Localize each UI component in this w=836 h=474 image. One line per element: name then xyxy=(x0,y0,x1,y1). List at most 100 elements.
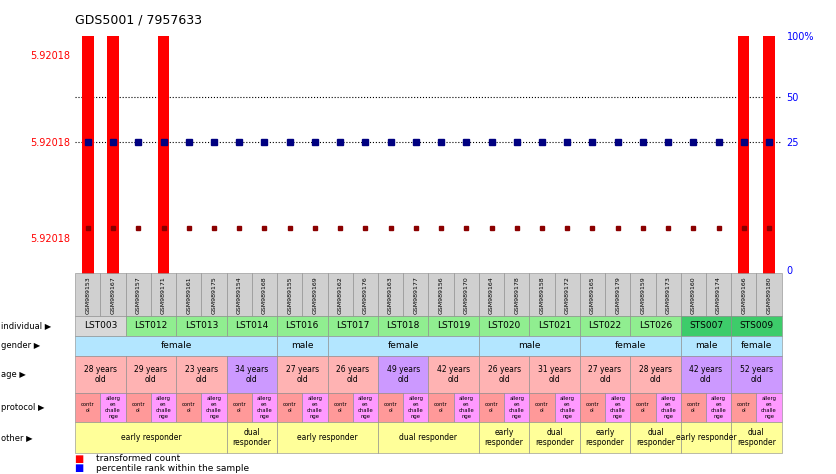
Text: GSM989175: GSM989175 xyxy=(212,276,217,314)
Text: allerg
en
challe
nge: allerg en challe nge xyxy=(761,396,777,419)
Text: 29 years
old: 29 years old xyxy=(135,365,167,384)
Text: female: female xyxy=(741,341,772,350)
Text: allerg
en
challe
nge: allerg en challe nge xyxy=(155,396,171,419)
Text: GSM989174: GSM989174 xyxy=(716,276,721,314)
Text: dual responder: dual responder xyxy=(400,433,457,442)
Text: LST017: LST017 xyxy=(336,321,370,330)
Text: GSM989154: GSM989154 xyxy=(237,276,242,314)
Text: dual
responder: dual responder xyxy=(535,428,574,447)
Bar xyxy=(158,36,169,282)
Text: allerg
en
challe
nge: allerg en challe nge xyxy=(660,396,676,419)
Text: female: female xyxy=(161,341,191,350)
Text: GSM989161: GSM989161 xyxy=(186,276,191,314)
Text: LST018: LST018 xyxy=(386,321,420,330)
Text: GSM989168: GSM989168 xyxy=(262,276,267,314)
Text: LST014: LST014 xyxy=(235,321,268,330)
Text: 31 years
old: 31 years old xyxy=(538,365,571,384)
Text: transformed count: transformed count xyxy=(96,454,181,463)
Text: 52 years
old: 52 years old xyxy=(740,365,773,384)
Text: 42 years
old: 42 years old xyxy=(437,365,470,384)
Text: LST022: LST022 xyxy=(589,321,622,330)
Text: contr
ol: contr ol xyxy=(232,402,246,413)
Text: contr
ol: contr ol xyxy=(131,402,145,413)
Text: contr
ol: contr ol xyxy=(334,402,347,413)
Text: percentile rank within the sample: percentile rank within the sample xyxy=(96,464,249,473)
Text: GSM989176: GSM989176 xyxy=(363,276,368,314)
Text: GSM989164: GSM989164 xyxy=(489,276,494,314)
Text: contr
ol: contr ol xyxy=(81,402,94,413)
Text: early
responder: early responder xyxy=(585,428,624,447)
Text: allerg
en
challe
nge: allerg en challe nge xyxy=(206,396,222,419)
Text: GSM989166: GSM989166 xyxy=(742,276,747,314)
Text: GSM989158: GSM989158 xyxy=(539,276,544,314)
Text: 49 years
old: 49 years old xyxy=(386,365,420,384)
Text: allerg
en
challe
nge: allerg en challe nge xyxy=(408,396,424,419)
Text: early
responder: early responder xyxy=(485,428,523,447)
Text: contr
ol: contr ol xyxy=(434,402,448,413)
Text: dual
responder: dual responder xyxy=(636,428,675,447)
Text: LST026: LST026 xyxy=(639,321,672,330)
Text: contr
ol: contr ol xyxy=(182,402,196,413)
Text: GSM989167: GSM989167 xyxy=(110,276,115,314)
Text: individual ▶: individual ▶ xyxy=(1,321,51,330)
Text: STS007: STS007 xyxy=(689,321,723,330)
Text: GSM989172: GSM989172 xyxy=(564,276,569,314)
Text: 27 years
old: 27 years old xyxy=(589,365,622,384)
Text: LST020: LST020 xyxy=(487,321,521,330)
Text: LST003: LST003 xyxy=(84,321,117,330)
Text: allerg
en
challe
nge: allerg en challe nge xyxy=(559,396,575,419)
Text: dual
responder: dual responder xyxy=(232,428,272,447)
Text: GSM989165: GSM989165 xyxy=(590,276,595,314)
Text: allerg
en
challe
nge: allerg en challe nge xyxy=(509,396,525,419)
Text: male: male xyxy=(291,341,314,350)
Bar xyxy=(738,36,750,282)
Text: LST016: LST016 xyxy=(286,321,319,330)
Text: allerg
en
challe
nge: allerg en challe nge xyxy=(307,396,323,419)
Text: GSM989162: GSM989162 xyxy=(338,276,343,314)
Text: GSM989160: GSM989160 xyxy=(691,276,696,314)
Text: early responder: early responder xyxy=(675,433,737,442)
Bar xyxy=(763,36,775,282)
Text: LST021: LST021 xyxy=(538,321,571,330)
Text: contr
ol: contr ol xyxy=(686,402,701,413)
Text: contr
ol: contr ol xyxy=(535,402,549,413)
Text: GSM989178: GSM989178 xyxy=(514,276,519,314)
Text: allerg
en
challe
nge: allerg en challe nge xyxy=(711,396,726,419)
Text: LST012: LST012 xyxy=(135,321,167,330)
Text: early responder: early responder xyxy=(120,433,181,442)
Bar xyxy=(82,36,94,282)
Text: contr
ol: contr ol xyxy=(636,402,650,413)
Text: GDS5001 / 7957633: GDS5001 / 7957633 xyxy=(75,13,202,26)
Text: 28 years
old: 28 years old xyxy=(84,365,117,384)
Text: contr
ol: contr ol xyxy=(485,402,498,413)
Text: contr
ol: contr ol xyxy=(585,402,599,413)
Text: LST019: LST019 xyxy=(437,321,471,330)
Text: GSM989177: GSM989177 xyxy=(413,276,418,314)
Text: female: female xyxy=(614,341,646,350)
Text: GSM989170: GSM989170 xyxy=(464,276,469,314)
Text: early responder: early responder xyxy=(298,433,358,442)
Text: GSM989171: GSM989171 xyxy=(161,276,166,314)
Text: allerg
en
challe
nge: allerg en challe nge xyxy=(609,396,625,419)
Bar xyxy=(107,36,119,282)
Text: 23 years
old: 23 years old xyxy=(185,365,218,384)
Text: protocol ▶: protocol ▶ xyxy=(1,403,44,412)
Text: 27 years
old: 27 years old xyxy=(286,365,319,384)
Text: GSM989180: GSM989180 xyxy=(767,276,772,314)
Text: 26 years
old: 26 years old xyxy=(487,365,521,384)
Text: contr
ol: contr ol xyxy=(384,402,397,413)
Text: GSM989155: GSM989155 xyxy=(288,276,293,314)
Text: contr
ol: contr ol xyxy=(283,402,297,413)
Text: dual
responder: dual responder xyxy=(737,428,776,447)
Text: age ▶: age ▶ xyxy=(1,370,26,379)
Text: LST013: LST013 xyxy=(185,321,218,330)
Text: allerg
en
challe
nge: allerg en challe nge xyxy=(458,396,474,419)
Text: other ▶: other ▶ xyxy=(1,433,33,442)
Text: GSM989169: GSM989169 xyxy=(313,276,318,314)
Text: GSM989153: GSM989153 xyxy=(85,276,90,314)
Text: 42 years
old: 42 years old xyxy=(690,365,722,384)
Text: STS009: STS009 xyxy=(739,321,773,330)
Text: 28 years
old: 28 years old xyxy=(639,365,672,384)
Text: GSM989156: GSM989156 xyxy=(439,276,444,314)
Text: ■: ■ xyxy=(75,454,88,464)
